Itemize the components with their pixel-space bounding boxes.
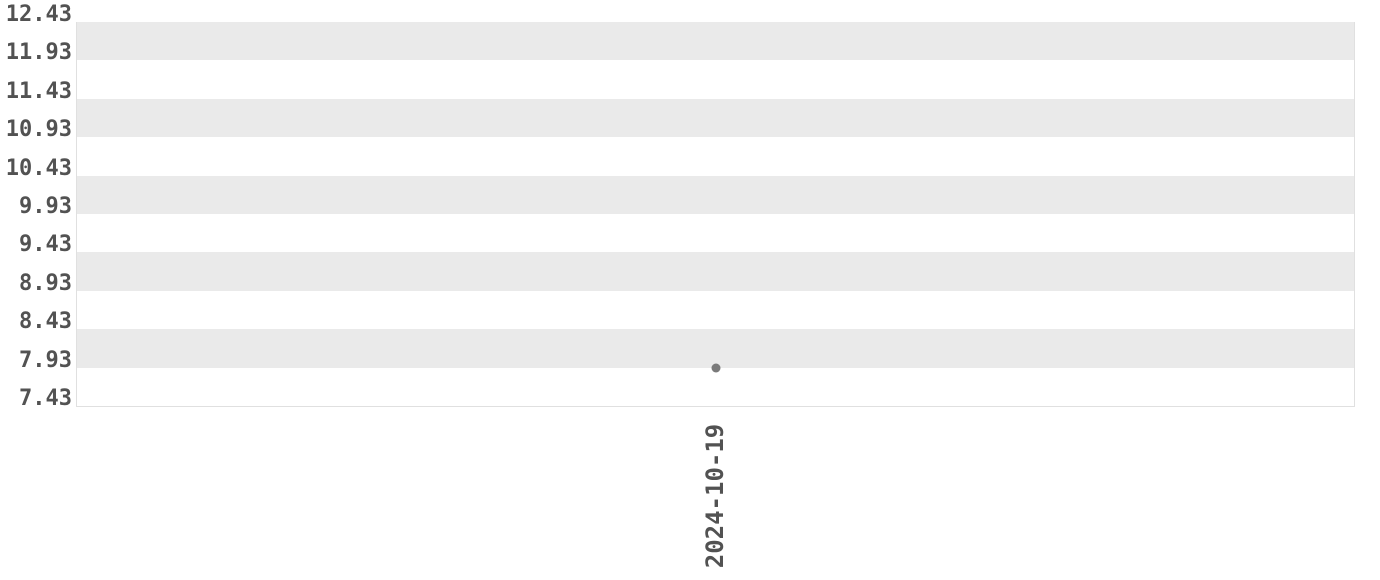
y-tick-label: 11.43	[5, 78, 72, 104]
y-tick-label: 11.93	[5, 40, 72, 66]
y-tick-label: 8.43	[19, 309, 72, 335]
plot-area	[76, 22, 1355, 407]
y-tick-label: 7.93	[19, 347, 72, 373]
grid-band	[77, 98, 1354, 138]
y-tick-label: 9.43	[19, 232, 72, 258]
grid-band	[77, 252, 1354, 291]
y-tick-label: 10.43	[5, 155, 72, 181]
grid-band	[77, 175, 1354, 214]
y-tick-label: 7.43	[19, 386, 72, 411]
grid-band	[77, 22, 1354, 61]
x-tick-label: 2024-10-19	[700, 423, 729, 569]
data-point[interactable]	[711, 363, 720, 373]
y-tick-label: 12.43	[5, 2, 72, 27]
grid-band	[77, 329, 1354, 368]
y-tick-label: 10.93	[5, 117, 72, 143]
y-tick-label: 9.93	[19, 194, 72, 219]
y-tick-label: 8.93	[19, 270, 72, 296]
